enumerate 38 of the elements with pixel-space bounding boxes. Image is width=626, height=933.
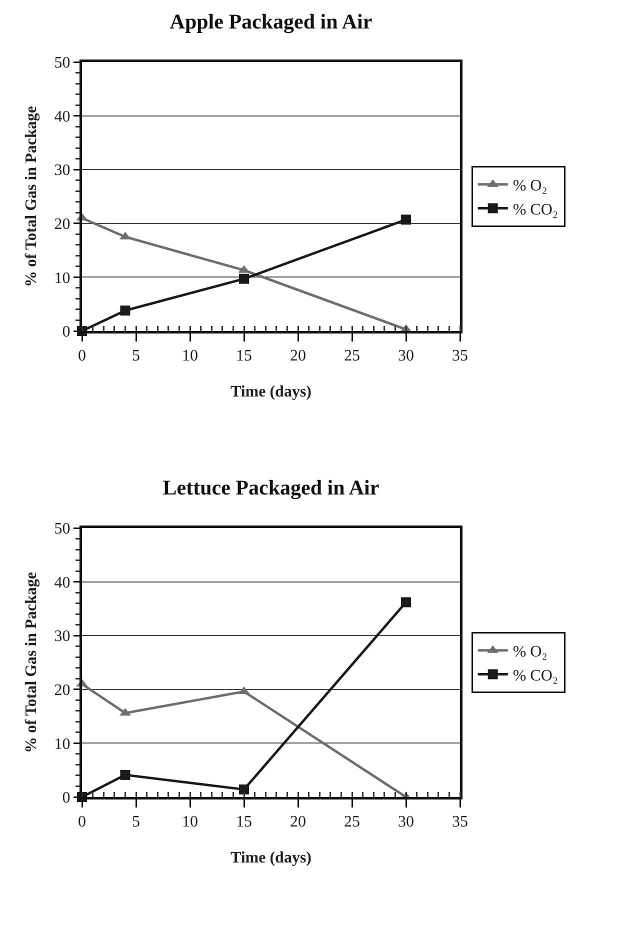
legend-label: % O₂ [512, 178, 548, 195]
chart-title: Lettuce Packaged in Air [162, 476, 380, 500]
x-tick-label: 15 [236, 814, 252, 831]
y-tick-label: 20 [54, 216, 70, 233]
x-tick-label: 10 [182, 814, 198, 831]
x-tick-label: 25 [344, 814, 360, 831]
x-tick-label: 30 [398, 814, 414, 831]
x-tick-label: 15 [236, 348, 252, 365]
y-tick-label: 50 [54, 54, 70, 72]
y-tick-label: 10 [54, 736, 70, 753]
y-axis-title: % of Total Gas in Package [22, 106, 40, 287]
x-tick-label: 10 [182, 348, 198, 365]
x-tick-label: 5 [132, 348, 140, 365]
y-tick-label: 30 [54, 162, 70, 180]
legend-label: % O₂ [512, 644, 548, 661]
x-tick-label: 30 [398, 348, 414, 365]
y-tick-label: 10 [54, 270, 70, 287]
x-tick-label: 5 [132, 814, 140, 831]
x-tick-label: 0 [78, 348, 86, 365]
x-tick-label: 35 [452, 814, 468, 831]
y-tick-label: 50 [54, 520, 70, 538]
x-tick-label: 20 [290, 814, 306, 831]
legend-label: % CO₂ [512, 667, 558, 684]
x-tick-label: 0 [78, 814, 86, 831]
x-tick-label: 35 [452, 348, 468, 365]
y-axis-title: % of Total Gas in Package [22, 572, 40, 753]
y-tick-label: 20 [54, 682, 70, 699]
x-tick-label: 20 [290, 348, 306, 365]
x-tick-label: 25 [344, 348, 360, 365]
y-tick-label: 30 [54, 628, 70, 646]
y-tick-label: 40 [54, 574, 70, 592]
chart-title: Apple Packaged in Air [170, 10, 372, 34]
x-axis-title: Time (days) [230, 384, 312, 401]
y-tick-label: 0 [62, 324, 70, 341]
y-tick-label: 40 [54, 108, 70, 126]
y-tick-label: 0 [62, 790, 70, 807]
x-axis-title: Time (days) [230, 850, 312, 867]
legend-label: % CO₂ [512, 201, 558, 218]
